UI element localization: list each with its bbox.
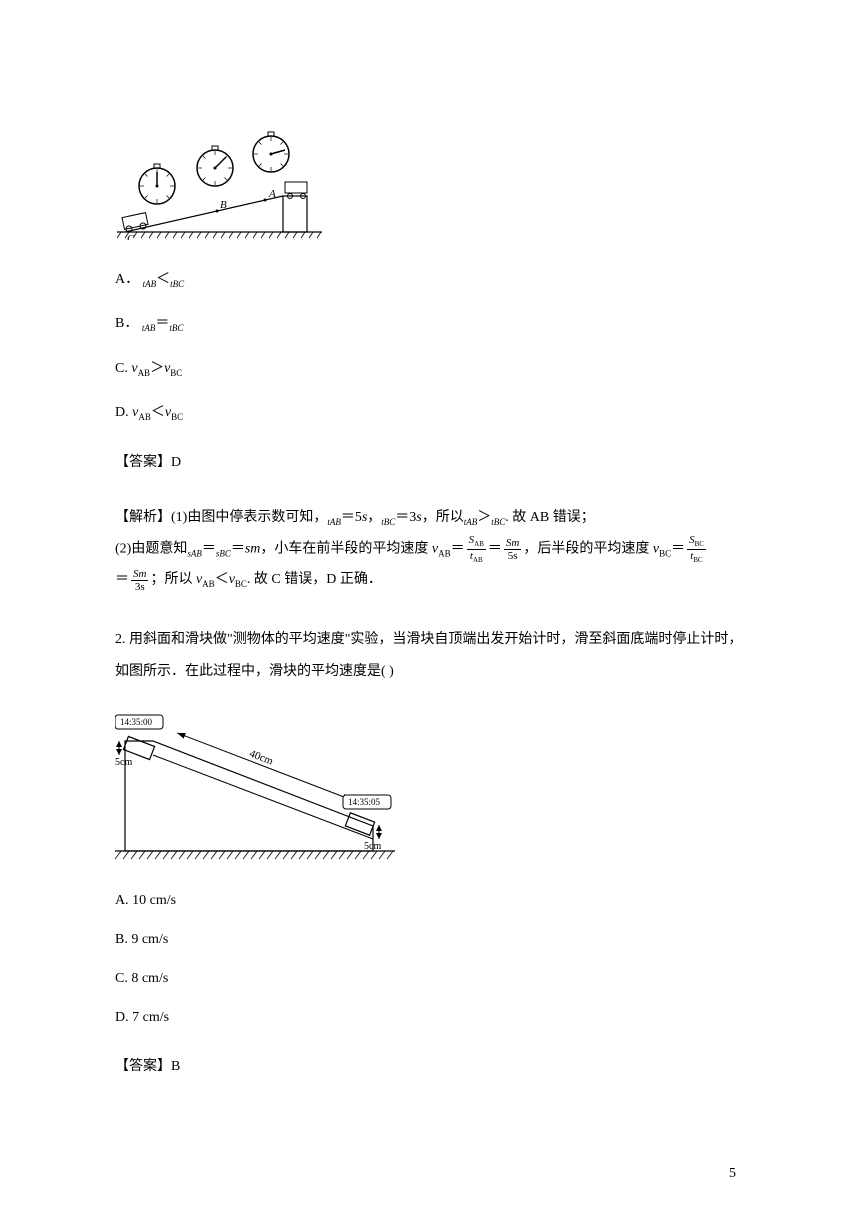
option-C: C. vAB＞vBC xyxy=(115,358,745,380)
question-2: 2. 用斜面和滑块做"测物体的平均速度"实验，当滑块自顶端出发开始计时，滑至斜面… xyxy=(115,624,745,688)
label-5cm-bottom: 5cm xyxy=(364,841,381,852)
option2-B: B. 9 cm/s xyxy=(115,929,745,950)
option-A: A． tAB＜tBC xyxy=(115,269,745,291)
option2-D: D. 7 cm/s xyxy=(115,1007,745,1028)
explanation-1: 【解析】(1)由图中停表示数可知，tAB＝5s，tBC＝3s，所以tAB＞tBC… xyxy=(115,503,745,596)
label-C: C xyxy=(127,233,135,240)
option2-C: C. 8 cm/s xyxy=(115,968,745,989)
diagram2-svg: 5cm 5cm 40cm 14:35:00 14:35:05 xyxy=(115,711,395,861)
stopwatch-left xyxy=(139,164,175,204)
diagram-slope-timer: 5cm 5cm 40cm 14:35:00 14:35:05 xyxy=(115,711,745,868)
answer-2: 【答案】B xyxy=(115,1056,745,1077)
stopwatch-middle xyxy=(197,146,233,186)
diagram-incline-stopwatches: A B C xyxy=(117,130,745,247)
page-number: 5 xyxy=(729,1166,736,1182)
option-B: B． tAB＝tBC xyxy=(115,313,745,335)
diagram1-svg: A B C xyxy=(117,130,322,240)
answer-1: 【答案】D xyxy=(115,452,745,473)
page-content: A B C xyxy=(0,0,860,1077)
time-start: 14:35:00 xyxy=(120,717,153,727)
label-B: B xyxy=(220,199,227,211)
label-A: A xyxy=(268,188,276,200)
stopwatch-right xyxy=(253,132,289,172)
label-5cm-top: 5cm xyxy=(115,757,132,768)
option-D: D. vAB＜vBC xyxy=(115,402,745,424)
option2-A: A. 10 cm/s xyxy=(115,890,745,911)
time-end: 14:35:05 xyxy=(348,797,381,807)
